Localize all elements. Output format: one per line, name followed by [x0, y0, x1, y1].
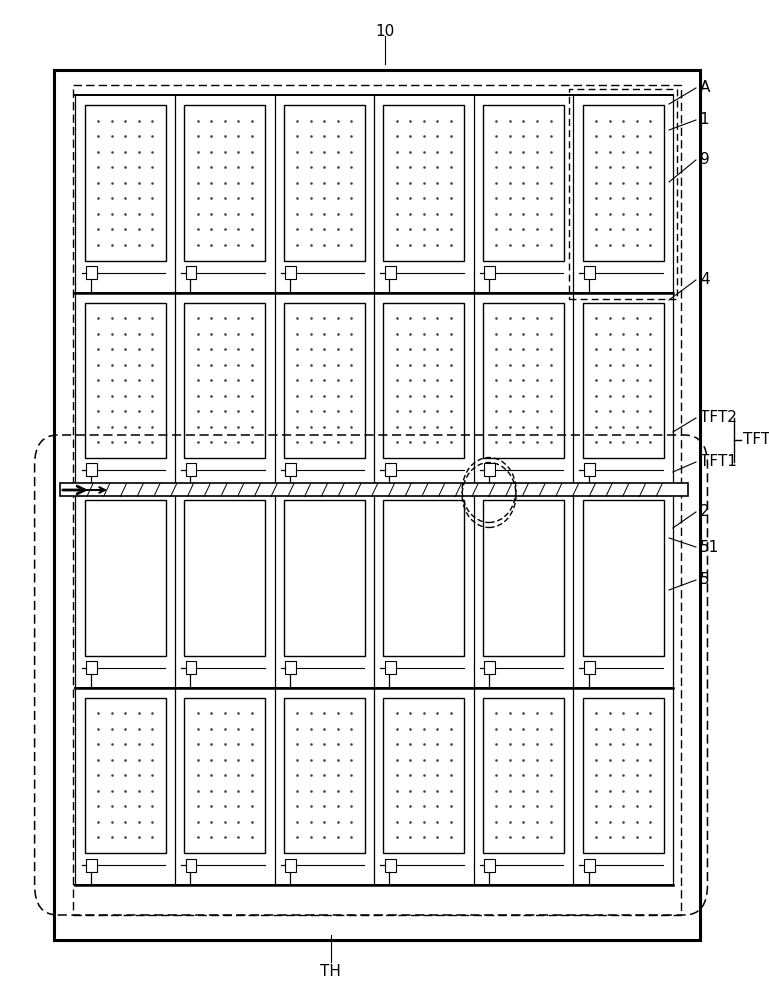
Bar — [284, 302, 365, 458]
Bar — [483, 302, 564, 458]
Bar — [85, 698, 166, 853]
Bar — [60, 483, 688, 496]
Bar — [284, 105, 365, 260]
Text: TFT: TFT — [743, 432, 769, 448]
Text: 51: 51 — [700, 540, 719, 554]
Bar — [384, 500, 464, 656]
Bar — [86, 463, 97, 476]
Bar — [86, 858, 97, 871]
Bar — [584, 661, 594, 674]
Bar — [284, 500, 365, 656]
Text: 9: 9 — [700, 152, 710, 167]
Bar — [384, 698, 464, 853]
Bar — [584, 858, 594, 871]
Bar — [484, 463, 495, 476]
Bar — [285, 463, 296, 476]
Text: 2: 2 — [700, 504, 710, 520]
Bar — [85, 302, 166, 458]
Bar — [583, 302, 664, 458]
Bar — [185, 500, 265, 656]
Text: 4: 4 — [700, 272, 710, 288]
Bar — [285, 858, 296, 871]
Bar — [483, 698, 564, 853]
Bar — [54, 70, 700, 940]
Bar — [284, 698, 365, 853]
Bar — [384, 302, 464, 458]
Bar — [186, 661, 197, 674]
Bar — [568, 89, 677, 298]
Text: TFT2: TFT2 — [700, 410, 737, 426]
Bar — [186, 266, 197, 279]
Bar — [384, 105, 464, 260]
Bar — [185, 105, 265, 260]
Bar — [86, 266, 97, 279]
Bar — [186, 463, 197, 476]
Text: Q': Q' — [127, 545, 141, 559]
Bar — [385, 463, 396, 476]
Bar — [385, 661, 396, 674]
Bar — [185, 302, 265, 458]
Bar — [584, 266, 594, 279]
Text: A: A — [700, 81, 710, 96]
Bar — [73, 85, 681, 915]
Bar — [385, 266, 396, 279]
Bar — [186, 858, 197, 871]
Bar — [484, 661, 495, 674]
Bar — [85, 500, 166, 656]
Bar — [484, 266, 495, 279]
Bar — [483, 105, 564, 260]
Bar — [484, 858, 495, 871]
Bar — [583, 500, 664, 656]
Bar — [583, 698, 664, 853]
Bar — [385, 858, 396, 871]
Bar — [285, 661, 296, 674]
Bar — [583, 105, 664, 260]
Bar — [185, 698, 265, 853]
Bar — [584, 463, 594, 476]
Text: TFT1: TFT1 — [700, 454, 737, 470]
Bar — [483, 500, 564, 656]
Text: TH: TH — [320, 964, 341, 980]
Bar — [285, 266, 296, 279]
Bar — [54, 70, 700, 940]
Text: Q: Q — [150, 446, 161, 460]
Text: 1: 1 — [700, 112, 710, 127]
Text: 5: 5 — [700, 572, 710, 587]
Bar — [85, 105, 166, 260]
Bar — [86, 661, 97, 674]
Text: 10: 10 — [375, 24, 394, 39]
